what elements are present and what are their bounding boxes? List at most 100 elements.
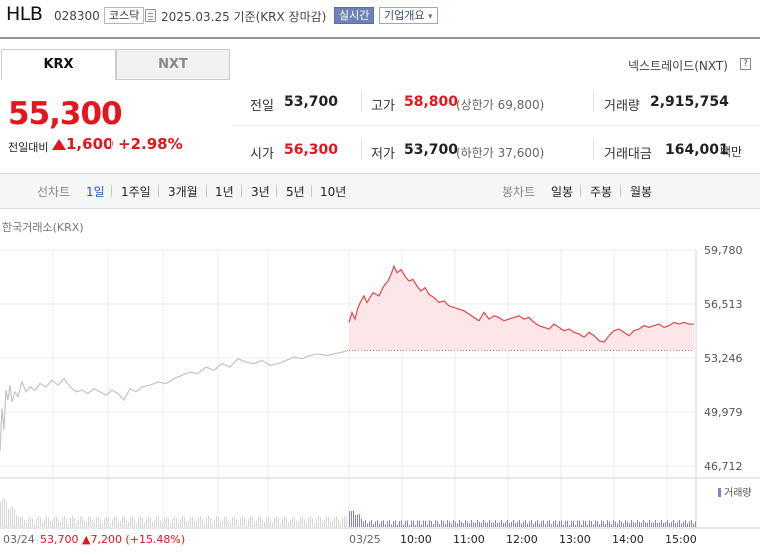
volume-bar	[657, 522, 658, 527]
volume-bar	[162, 522, 163, 527]
realtime-button[interactable]: 실시간	[334, 7, 375, 24]
period-10y[interactable]: 10년	[320, 185, 347, 199]
period-1d[interactable]: 1일	[86, 185, 105, 199]
candle-weekly[interactable]: 주봉	[590, 185, 613, 199]
volume-bar	[511, 521, 512, 527]
volume-bar	[389, 520, 390, 527]
volume-bar	[669, 522, 670, 527]
volume-bar	[292, 516, 293, 527]
volume-bar	[322, 522, 323, 527]
volume-bar	[50, 521, 51, 527]
period-3m[interactable]: 3개월	[168, 185, 198, 199]
volume-bar	[453, 520, 454, 527]
volume-bar	[252, 517, 253, 527]
volume-bar	[276, 516, 277, 527]
period-1w[interactable]: 1주일	[121, 185, 151, 199]
x-tick-label: 03/24	[3, 533, 35, 546]
volume-bar	[451, 523, 452, 527]
candle-daily[interactable]: 일봉	[551, 185, 574, 199]
volume-bar	[242, 516, 243, 527]
document-icon[interactable]	[145, 9, 156, 22]
tab-krx[interactable]: KRX	[1, 49, 116, 80]
volume-bar	[683, 521, 684, 527]
x-tick-label: 10:00	[400, 533, 432, 546]
volume-bar	[212, 523, 213, 527]
volume-bar	[148, 516, 149, 527]
volume-bar	[146, 519, 147, 527]
volume-bar	[126, 520, 127, 527]
volume-bar	[563, 524, 564, 527]
volume-bar	[491, 522, 492, 527]
period-3y[interactable]: 3년	[251, 185, 270, 199]
volume-bar	[302, 516, 303, 527]
period-1y[interactable]: 1년	[215, 185, 234, 199]
volume-bar	[142, 517, 143, 527]
volume-bar	[290, 520, 291, 527]
volume-bar	[8, 508, 9, 527]
volume-bar	[258, 516, 259, 527]
volume-bar	[2, 498, 3, 527]
volume-bar	[407, 520, 408, 527]
volume-bar	[296, 520, 297, 527]
quote-separator	[361, 92, 362, 112]
company-overview-button[interactable]: 기업개요 ▾	[379, 7, 438, 24]
volume-bar	[385, 524, 386, 527]
volume-bar	[497, 522, 498, 527]
nxt-link[interactable]: 넥스트레이드(NXT)	[628, 59, 728, 73]
x-tick-label: 11:00	[453, 533, 485, 546]
volume-bar	[58, 519, 59, 527]
volume-bar	[545, 524, 546, 527]
volume-bar	[631, 520, 632, 527]
volume-bar	[583, 520, 584, 527]
candle-monthly[interactable]: 월봉	[630, 185, 653, 199]
volume-bar	[427, 524, 428, 527]
volume-bar	[282, 519, 283, 527]
volume-bar	[687, 523, 688, 527]
volume-bar	[619, 520, 620, 527]
volume-bar	[469, 523, 470, 527]
volume-bar	[355, 514, 356, 527]
help-icon[interactable]: ?	[740, 58, 751, 70]
volume-bar	[415, 524, 416, 527]
volume-bar	[559, 520, 560, 527]
volume-bar	[667, 520, 668, 527]
volume-panel	[0, 498, 696, 527]
volume-bar	[204, 523, 205, 527]
volume-bar	[377, 520, 378, 527]
volume-bar	[284, 516, 285, 527]
volume-bar	[549, 520, 550, 527]
volume-bar	[4, 498, 5, 527]
volume-bar	[523, 521, 524, 527]
header-divider	[0, 37, 760, 39]
volume-bar	[419, 520, 420, 527]
volume-bar	[76, 522, 77, 527]
volume-bar	[443, 521, 444, 527]
volume-bar	[100, 518, 101, 527]
period-5y[interactable]: 5년	[286, 185, 305, 199]
volume-bar	[338, 519, 339, 527]
volume-bar	[541, 521, 542, 527]
volume-bar	[250, 516, 251, 527]
volume-bar	[232, 517, 233, 527]
period-separator	[580, 185, 581, 197]
volume-value: 2,915,754	[650, 94, 729, 110]
volume-bar	[489, 520, 490, 527]
y-tick-label: 53,246	[704, 352, 743, 365]
volume-bar	[431, 521, 432, 527]
low-value: 53,700	[404, 142, 459, 158]
volume-bar	[194, 520, 195, 527]
volume-bar	[158, 516, 159, 527]
volume-bar	[152, 521, 153, 527]
tab-nxt[interactable]: NXT	[116, 49, 230, 80]
volume-bar	[579, 520, 580, 527]
volume-bar	[310, 516, 311, 527]
volume-bar	[627, 521, 628, 527]
volume-bar	[206, 518, 207, 527]
volume-bar	[268, 516, 269, 527]
volume-bar	[118, 521, 119, 527]
volume-bar	[128, 522, 129, 527]
amount-label: 거래대금	[604, 147, 652, 162]
stock-name: HLB	[6, 3, 43, 25]
up-arrow-icon	[52, 139, 66, 150]
